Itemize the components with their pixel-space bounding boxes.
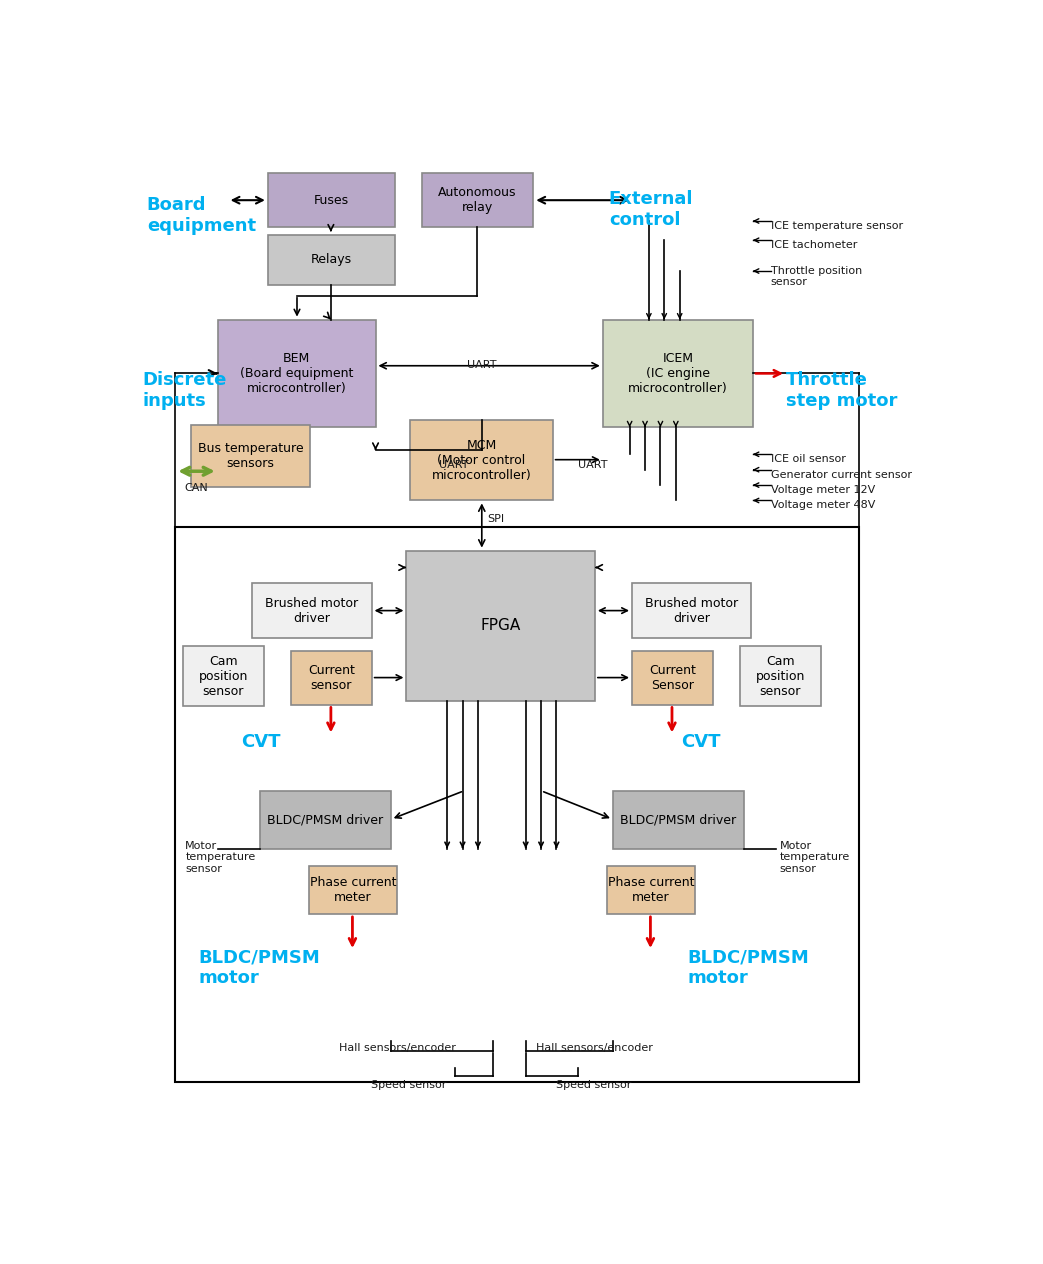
Text: BLDC/PMSM driver: BLDC/PMSM driver [267, 813, 384, 827]
Text: ICE tachometer: ICE tachometer [771, 240, 857, 250]
Text: FPGA: FPGA [481, 618, 520, 633]
Text: Brushed motor
driver: Brushed motor driver [266, 597, 359, 624]
Text: Voltage meter 48V: Voltage meter 48V [771, 501, 875, 511]
Text: Generator current sensor: Generator current sensor [771, 470, 912, 480]
Text: Relays: Relays [311, 253, 351, 267]
Bar [607, 866, 695, 914]
Bar [183, 646, 264, 707]
Text: BLDC/PMSM
motor: BLDC/PMSM motor [687, 948, 809, 987]
Bar [268, 173, 395, 228]
Text: Cam
position
sensor: Cam position sensor [199, 655, 248, 698]
Text: Voltage meter 12V: Voltage meter 12V [771, 485, 875, 495]
Text: Throttle position
sensor: Throttle position sensor [771, 265, 862, 287]
Bar [739, 646, 821, 707]
Text: Hall sensors/encoder: Hall sensors/encoder [536, 1043, 653, 1053]
Text: Phase current
meter: Phase current meter [310, 876, 396, 904]
Text: Motor
temperature
sensor: Motor temperature sensor [186, 841, 256, 873]
Text: MCM
(Motor control
microcontroller): MCM (Motor control microcontroller) [432, 439, 531, 482]
Text: Cam
position
sensor: Cam position sensor [755, 655, 805, 698]
Text: Bus temperature
sensors: Bus temperature sensors [197, 442, 304, 470]
Text: ICE temperature sensor: ICE temperature sensor [771, 221, 902, 231]
Bar [268, 235, 395, 284]
Text: ICE oil sensor: ICE oil sensor [771, 454, 846, 464]
Text: SPI: SPI [487, 513, 505, 523]
Text: Brushed motor
driver: Brushed motor driver [645, 597, 738, 624]
Text: External
control: External control [609, 190, 694, 229]
Text: BLDC/PMSM
motor: BLDC/PMSM motor [198, 948, 320, 987]
Text: Discrete
inputs: Discrete inputs [142, 372, 226, 410]
Bar [421, 173, 533, 228]
Text: BEM
(Board equipment
microcontroller): BEM (Board equipment microcontroller) [240, 351, 354, 394]
Text: UART: UART [439, 460, 469, 470]
Text: Motor
temperature
sensor: Motor temperature sensor [780, 841, 850, 873]
Bar [260, 791, 391, 848]
Bar [291, 651, 371, 704]
Bar [252, 583, 371, 638]
Text: Board
equipment: Board equipment [147, 196, 256, 235]
Text: Current
Sensor: Current Sensor [649, 664, 696, 691]
Text: ICEM
(IC engine
microcontroller): ICEM (IC engine microcontroller) [628, 351, 728, 394]
Bar [191, 425, 310, 487]
Text: UART: UART [578, 460, 607, 470]
Bar [410, 420, 553, 501]
Bar [632, 651, 712, 704]
Text: BLDC/PMSM driver: BLDC/PMSM driver [621, 813, 736, 827]
Bar [632, 583, 751, 638]
Text: Speed sensor: Speed sensor [371, 1079, 446, 1090]
Text: Fuses: Fuses [314, 193, 348, 207]
Bar [612, 791, 744, 848]
Bar [218, 320, 375, 427]
Text: Phase current
meter: Phase current meter [608, 876, 694, 904]
Text: Hall sensors/encoder: Hall sensors/encoder [339, 1043, 456, 1053]
Bar [603, 320, 753, 427]
Text: Speed sensor: Speed sensor [556, 1079, 631, 1090]
Text: UART: UART [467, 359, 496, 369]
Bar [407, 551, 595, 700]
Text: Throttle
step motor: Throttle step motor [786, 372, 897, 410]
Bar [175, 527, 859, 1082]
Bar [309, 866, 397, 914]
Text: CAN: CAN [185, 483, 208, 493]
Text: CVT: CVT [241, 733, 281, 751]
Text: CVT: CVT [681, 733, 721, 751]
Text: Autonomous
relay: Autonomous relay [438, 186, 517, 214]
Text: Current
sensor: Current sensor [308, 664, 355, 691]
